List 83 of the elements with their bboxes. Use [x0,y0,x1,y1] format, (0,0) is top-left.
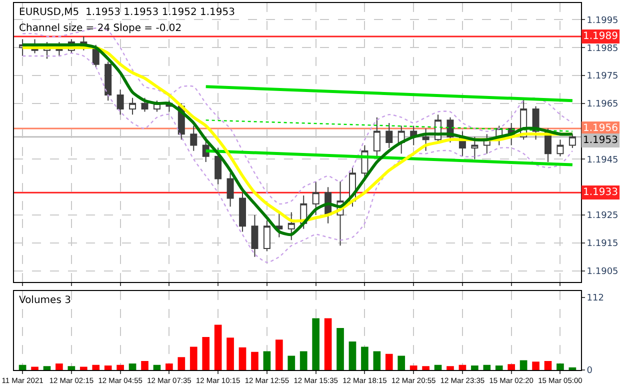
candlestick [471,136,478,160]
ref-line-label: 1.1953 [583,135,618,146]
bar [214,324,222,370]
bar [508,364,516,370]
bar [251,352,258,370]
candlestick [190,125,198,152]
bar [276,340,283,370]
text: Channel size = 24 Slope = -0.02 [19,23,182,34]
bar [80,366,88,370]
candlestick [568,134,576,149]
y-tick-label: 1.1945 [586,155,618,166]
y-tick-label: 1.1965 [586,100,618,110]
bar [312,318,320,370]
bar [141,360,148,370]
bar [458,364,466,370]
bar [471,365,478,370]
y-tick-label: 1.1905 [586,266,618,277]
bar [128,364,136,370]
candlestick [251,214,258,258]
bar [190,346,198,370]
candlestick [116,88,124,116]
y-tick-label: 1.1985 [586,44,618,54]
candlestick [373,116,380,157]
bar [373,351,381,370]
candlestick [422,128,430,152]
candlestick [141,97,148,112]
bar [116,364,124,370]
bar [153,364,161,370]
bar [178,357,186,370]
bar [43,366,51,370]
bar [56,364,63,370]
candlestick [263,220,270,252]
candlestick [104,61,112,102]
y-tick-label: 1.1975 [586,72,618,82]
line-series [22,52,574,263]
bar [544,360,552,370]
bar [398,356,406,370]
chart-title: EURUSD,M5 1.1953 1.1953 1.1952 1.1953 [19,7,235,18]
bar [532,362,540,370]
candlestick [312,181,320,216]
bar [361,346,368,370]
y-tick-label: 1.1995 [586,16,618,26]
bar [324,318,332,370]
bar [92,364,100,370]
ref-line-label: 1.1933 [583,187,618,198]
bar [288,356,296,370]
bar [568,367,576,370]
candlestick [386,122,393,149]
y-tick-label: 112 [586,294,604,304]
candlestick [226,172,234,208]
bar [31,366,38,370]
bar [18,364,26,370]
bar [336,328,344,370]
y-tick-label: 1.1915 [586,239,618,250]
bar [348,342,356,370]
candlestick [129,97,136,116]
bar [385,354,393,370]
bar [410,365,418,370]
candlestick [556,139,564,157]
ref-line-label: 1.1989 [583,31,618,42]
bar [300,351,308,370]
bar [68,366,76,370]
ref-line-label: 1.1956 [583,123,618,134]
candlestick [239,192,246,232]
bar [495,365,503,370]
y-tick-label: 1.1925 [586,211,618,222]
bar [104,365,112,370]
bar [520,360,528,370]
y-tick-label: 0 [586,366,593,376]
bar [263,351,271,370]
bar [556,364,564,370]
bar [434,364,442,370]
bar [446,366,454,370]
bar [166,364,173,370]
candlestick [288,212,295,241]
chart-title: Volumes 3 [19,295,71,306]
bar [226,338,234,370]
bar [202,337,210,370]
bar [483,364,491,370]
candlestick [276,212,283,238]
bar [238,347,246,370]
candlestick [214,148,222,185]
bar [422,366,430,370]
